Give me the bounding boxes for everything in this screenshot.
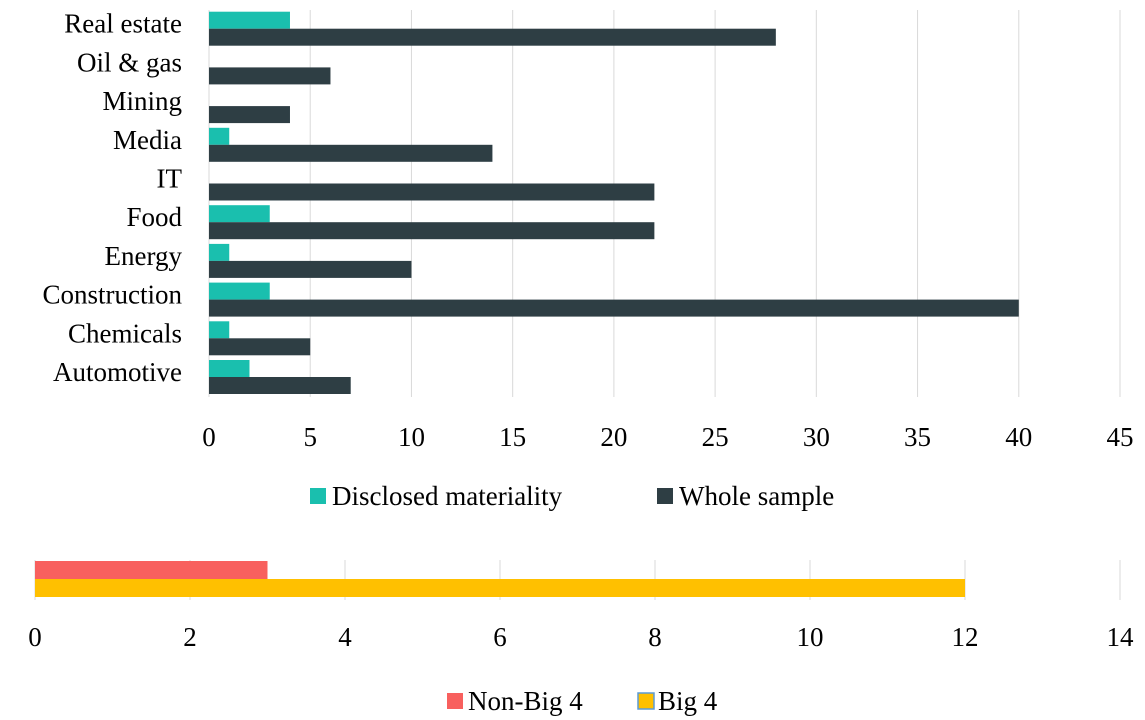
bar-disclosed-materiality-energy	[209, 243, 230, 261]
industry-chart-category-labels: Automotive Chemicals Construction Energy Foo…	[43, 9, 183, 387]
x-tick-label: 8	[648, 622, 662, 652]
x-tick-label: 5	[303, 422, 317, 452]
x-tick-label: 15	[499, 422, 526, 452]
category-label-chemicals: Chemicals	[68, 318, 182, 348]
auditor-chart-x-tick-labels: 0 2 4 6 8 10 12 14	[28, 622, 1134, 652]
category-label-energy: Energy	[105, 241, 183, 271]
x-tick-label: 0	[202, 422, 216, 452]
bar-disclosed-materiality-automotive	[209, 360, 250, 377]
bar-whole-sample-energy	[209, 260, 412, 278]
bar-whole-sample-media	[209, 144, 493, 162]
x-tick-label: 20	[600, 422, 627, 452]
bar-disclosed-materiality-media	[209, 127, 230, 145]
x-tick-label: 35	[904, 422, 931, 452]
legend-label-disclosed-materiality: Disclosed materiality	[332, 481, 563, 511]
bar-disclosed-materiality-chemicals	[209, 321, 230, 339]
bar-whole-sample-mining	[209, 106, 290, 124]
x-tick-label: 2	[183, 622, 197, 652]
x-tick-label: 40	[1005, 422, 1032, 452]
category-label-food: Food	[126, 202, 182, 232]
legend-swatch-non-big-4	[447, 693, 463, 709]
bar-whole-sample-food	[209, 222, 655, 240]
bar-big-4	[35, 579, 965, 597]
x-tick-label: 4	[338, 622, 352, 652]
bar-disclosed-materiality-real-estate	[209, 11, 290, 29]
category-label-automotive: Automotive	[53, 357, 182, 387]
bar-whole-sample-oil-gas	[209, 67, 331, 85]
bar-whole-sample-it	[209, 183, 655, 201]
auditor-chart-bars	[35, 561, 965, 597]
x-tick-label: 25	[702, 422, 729, 452]
bar-whole-sample-automotive	[209, 377, 351, 394]
legend-swatch-big-4	[637, 692, 655, 710]
x-tick-label: 30	[803, 422, 830, 452]
x-tick-label: 6	[493, 622, 507, 652]
x-tick-label: 0	[28, 622, 42, 652]
industry-chart-x-tick-labels: 0 5 10 15 20 25 30 35 40 45	[202, 422, 1133, 452]
legend-label-big-4: Big 4	[658, 686, 718, 716]
x-tick-label: 12	[952, 622, 979, 652]
industry-chart-bars	[209, 11, 1019, 394]
bar-whole-sample-construction	[209, 299, 1019, 317]
category-label-media: Media	[113, 125, 182, 155]
industry-chart-gridlines	[208, 10, 1121, 397]
bar-disclosed-materiality-food	[209, 205, 270, 223]
category-label-mining: Mining	[102, 86, 182, 116]
legend-label-non-big-4: Non-Big 4	[468, 686, 583, 716]
category-label-construction: Construction	[43, 280, 183, 310]
legend-swatch-whole-sample	[657, 488, 673, 504]
x-tick-label: 45	[1107, 422, 1134, 452]
bar-disclosed-materiality-construction	[209, 282, 270, 300]
bar-whole-sample-chemicals	[209, 338, 311, 356]
legend-label-whole-sample: Whole sample	[679, 481, 834, 511]
x-tick-label: 10	[797, 622, 824, 652]
bar-non-big-4	[35, 561, 268, 579]
auditor-chart: 0 2 4 6 8 10 12 14 Non-Big 4 Big 4	[28, 560, 1134, 716]
bar-whole-sample-real-estate	[209, 28, 776, 46]
category-label-it: IT	[157, 164, 183, 194]
category-label-real-estate: Real estate	[64, 9, 182, 39]
industry-chart: Automotive Chemicals Construction Energy Foo…	[43, 9, 1134, 511]
x-tick-label: 10	[398, 422, 425, 452]
industry-chart-legend: Disclosed materiality Whole sample	[310, 481, 834, 511]
legend-swatch-disclosed-materiality	[310, 488, 326, 504]
auditor-chart-legend: Non-Big 4 Big 4	[447, 686, 718, 716]
x-tick-label: 14	[1107, 622, 1135, 652]
category-label-oil-gas: Oil & gas	[77, 47, 182, 77]
